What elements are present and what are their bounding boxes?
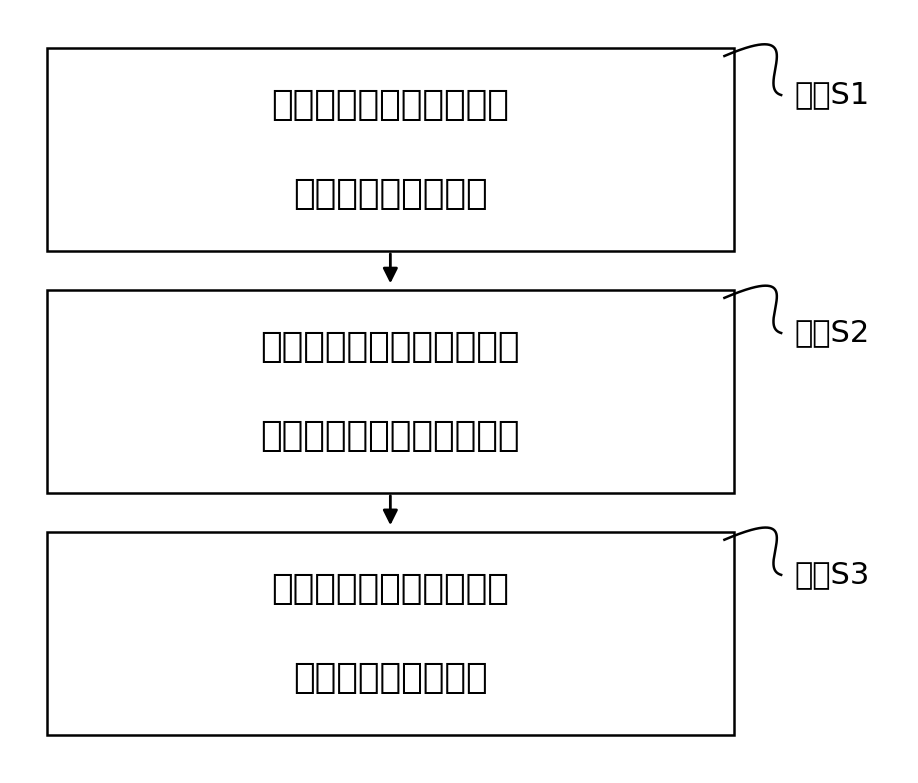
Text: 确定所述基础评估因素对应: 确定所述基础评估因素对应 [261, 330, 521, 364]
Text: 所述的基础评估数据: 所述的基础评估数据 [293, 661, 487, 695]
Text: 步骤S2: 步骤S2 [795, 319, 870, 348]
Text: 确定同步发电机励磁系统: 确定同步发电机励磁系统 [272, 88, 509, 122]
FancyBboxPatch shape [47, 290, 733, 493]
Text: 性能的基础评估因素: 性能的基础评估因素 [293, 177, 487, 211]
FancyBboxPatch shape [47, 49, 733, 251]
FancyBboxPatch shape [47, 532, 733, 734]
Text: 步骤S3: 步骤S3 [795, 561, 870, 590]
Text: 步骤S1: 步骤S1 [795, 81, 870, 110]
Text: 的基础评估数据的获取通道: 的基础评估数据的获取通道 [261, 419, 521, 453]
Text: 根据所述的获取通道获取: 根据所述的获取通道获取 [272, 572, 509, 606]
